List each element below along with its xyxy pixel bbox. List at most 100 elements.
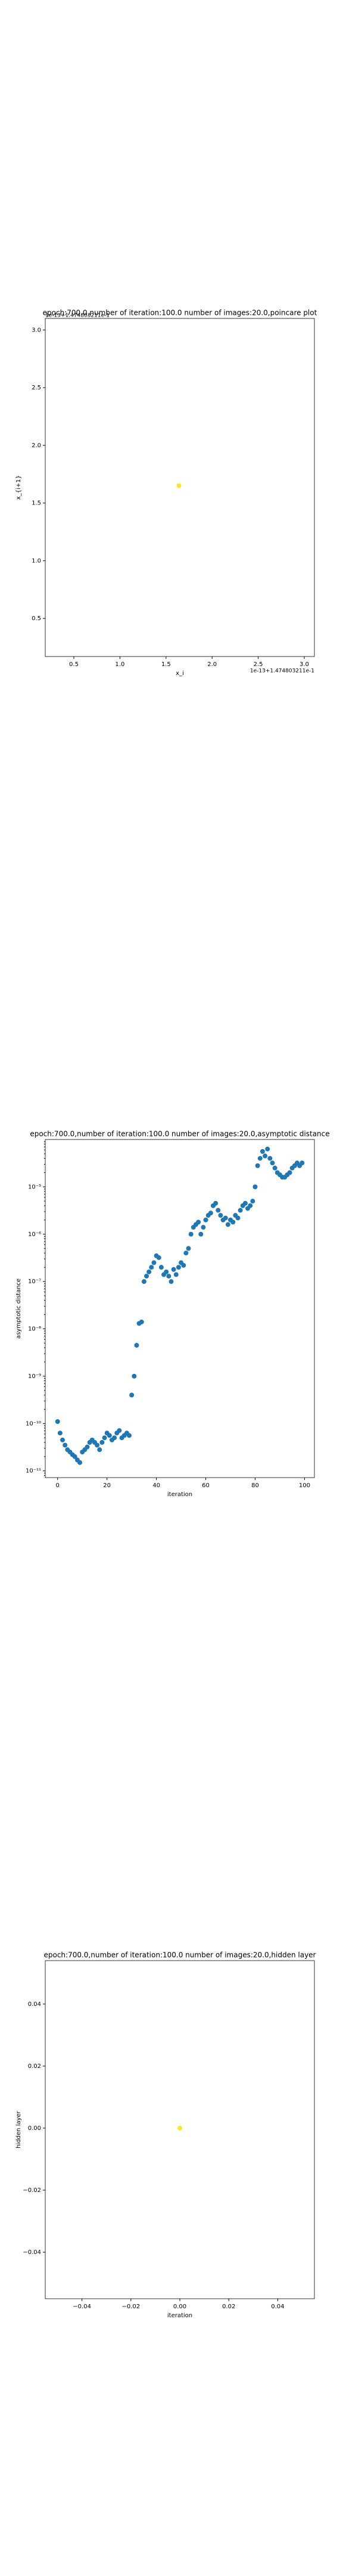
point	[60, 1437, 66, 1442]
y-tick-label: 10⁻⁷	[28, 1278, 41, 1285]
point	[166, 1274, 172, 1279]
point	[173, 1272, 179, 1277]
point	[63, 1442, 68, 1448]
x-tick-label: 20	[103, 1482, 111, 1489]
x-tick-label: 0.04	[271, 2303, 284, 2310]
y-axis-label: hidden layer	[15, 2110, 22, 2148]
point	[242, 1200, 248, 1206]
point	[230, 1219, 236, 1225]
x-axis-label: iteration	[167, 2312, 192, 2319]
chart-title: epoch:700.0,number of iteration:100.0 nu…	[43, 1951, 316, 1959]
point	[134, 1343, 139, 1348]
point	[177, 2125, 182, 2131]
y-tick-label: 10⁻¹⁰	[26, 1420, 41, 1427]
point	[196, 1219, 201, 1225]
point	[188, 1231, 194, 1237]
point	[181, 1262, 186, 1268]
point	[203, 1217, 208, 1222]
x-axis-label: iteration	[167, 1491, 192, 1498]
y-offset-text: 1e-13+1.474803211e-1	[45, 313, 110, 319]
point	[235, 1215, 241, 1221]
x-tick-label: 0.5	[69, 661, 79, 668]
x-tick-label: 0.00	[173, 2303, 186, 2310]
point	[164, 1269, 169, 1274]
point	[151, 1260, 157, 1265]
point	[213, 1200, 219, 1206]
point	[85, 1444, 90, 1450]
point	[149, 1265, 154, 1270]
y-tick-label: 10⁻⁶	[28, 1231, 41, 1238]
x-tick-label: 2.0	[207, 661, 217, 668]
y-tick-label: 0.00	[28, 2125, 41, 2132]
x-tick-label: −0.02	[121, 2303, 140, 2310]
chart-title: epoch:700.0,number of iteration:100.0 nu…	[43, 309, 317, 317]
point	[255, 1163, 260, 1168]
x-tick-label: 0	[56, 1482, 60, 1489]
point	[102, 1435, 107, 1441]
y-tick-label: 0.04	[28, 2001, 41, 2008]
y-axis-label: x_{i+1}	[15, 475, 22, 500]
point	[238, 1208, 243, 1213]
point	[132, 1373, 137, 1379]
y-tick-label: 0.02	[28, 2063, 41, 2070]
y-tick-label: 10⁻⁸	[28, 1326, 41, 1333]
point	[263, 1153, 268, 1159]
y-tick-label: 10⁻⁵	[28, 1184, 41, 1190]
x-tick-label: 1.0	[115, 661, 124, 668]
x-tick-label: 1.5	[161, 661, 171, 668]
point	[144, 1274, 149, 1279]
point	[198, 1231, 204, 1237]
axes-frame	[45, 1139, 315, 1478]
x-tick-label: 40	[152, 1482, 160, 1489]
point	[300, 1160, 305, 1166]
point	[260, 1148, 265, 1154]
point	[248, 1203, 253, 1208]
x-tick-label: 60	[202, 1482, 210, 1489]
point	[169, 1279, 174, 1284]
point	[176, 483, 182, 488]
point	[126, 1433, 132, 1438]
point	[57, 1431, 63, 1436]
axes-frame	[45, 318, 315, 657]
point	[158, 1265, 164, 1270]
y-axis-label: asymptotic distance	[15, 1278, 22, 1339]
point	[72, 1454, 77, 1459]
x-tick-label: 100	[299, 1482, 310, 1489]
point	[218, 1213, 223, 1218]
y-tick-label: 0.5	[32, 615, 41, 622]
point	[176, 1265, 181, 1270]
point	[272, 1165, 277, 1171]
y-tick-label: 1.0	[32, 558, 41, 564]
point	[141, 1279, 146, 1284]
x-tick-label: 2.5	[254, 661, 263, 668]
x-tick-label: 0.02	[222, 2303, 235, 2310]
x-tick-label: −0.04	[73, 2303, 91, 2310]
y-tick-label: 10⁻⁹	[28, 1373, 41, 1380]
y-tick-label: 3.0	[32, 327, 41, 333]
point	[208, 1210, 213, 1216]
y-tick-label: −0.04	[23, 2249, 41, 2256]
point	[129, 1392, 135, 1398]
x-offset-text: 1e-13+1.474803211e-1	[250, 668, 314, 674]
y-tick-label: 2.5	[32, 385, 41, 391]
x-tick-label: 3.0	[300, 661, 309, 668]
point	[112, 1435, 117, 1441]
point	[287, 1170, 292, 1175]
point	[171, 1267, 176, 1272]
point	[270, 1160, 275, 1166]
point	[257, 1156, 263, 1161]
axes-frame	[45, 1960, 315, 2299]
point	[223, 1215, 228, 1221]
point	[95, 1442, 100, 1448]
point	[265, 1146, 270, 1151]
point	[183, 1250, 189, 1256]
point	[117, 1428, 122, 1433]
chart-title: epoch:700.0,number of iteration:100.0 nu…	[30, 1130, 329, 1138]
point	[252, 1184, 258, 1190]
point	[77, 1460, 83, 1465]
point	[146, 1269, 152, 1274]
point	[267, 1156, 273, 1161]
y-tick-label: 1.5	[32, 500, 41, 507]
point	[186, 1246, 191, 1251]
